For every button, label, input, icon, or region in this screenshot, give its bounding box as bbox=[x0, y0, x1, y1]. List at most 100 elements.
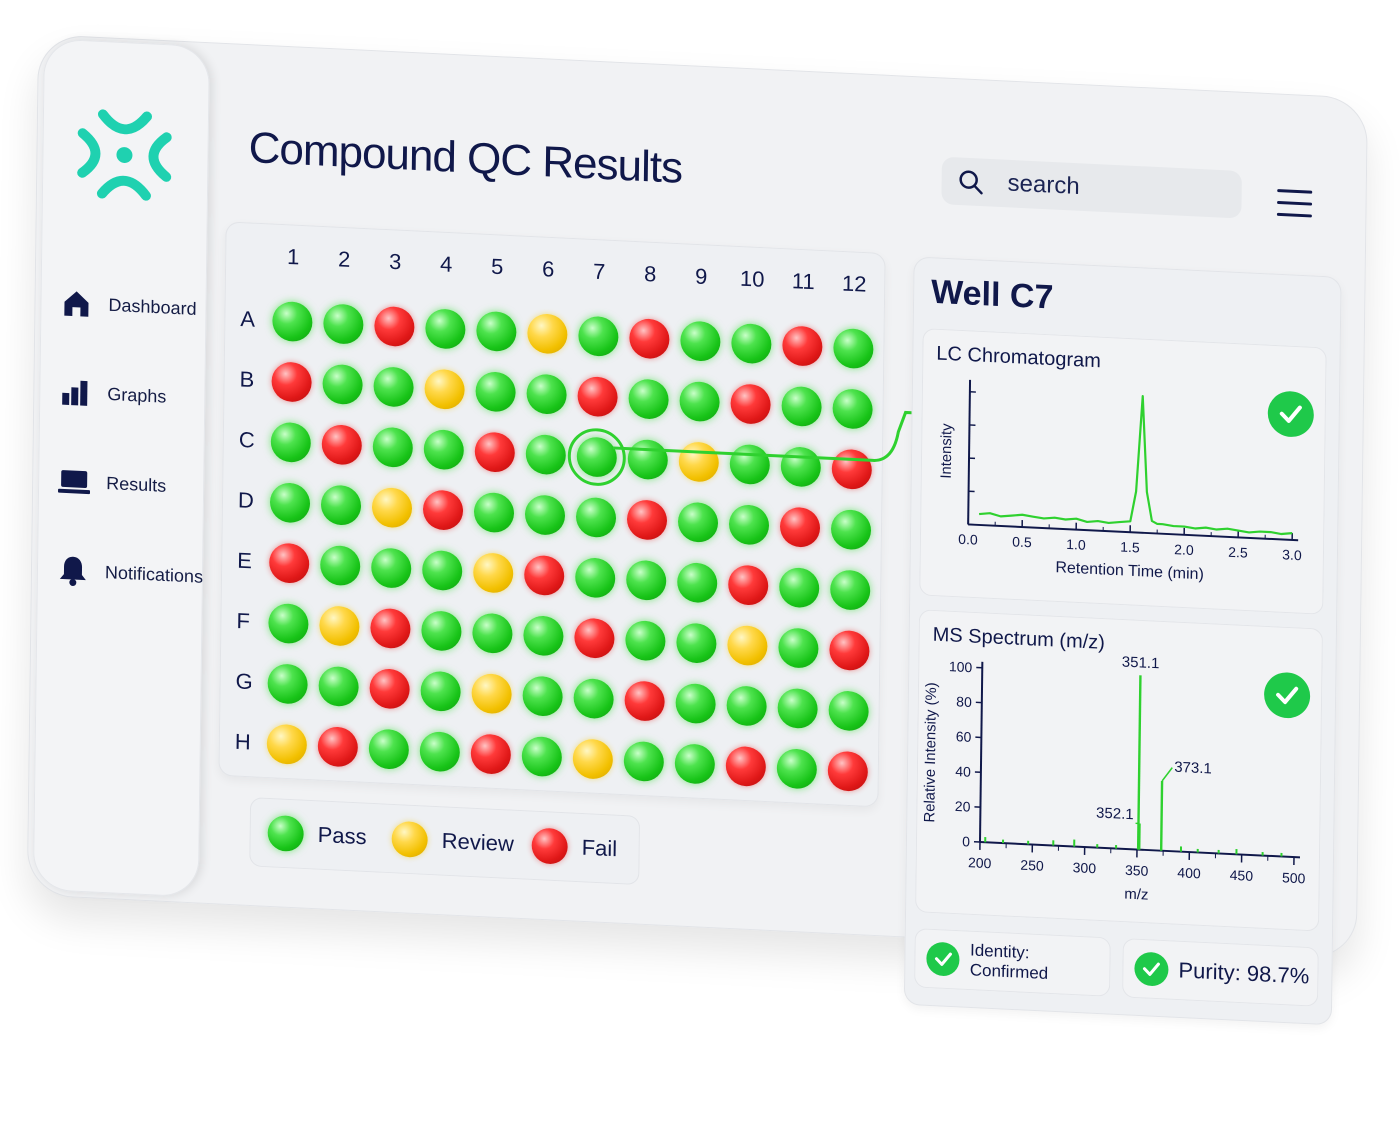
well-A6[interactable] bbox=[527, 313, 568, 355]
well-G10[interactable] bbox=[726, 685, 767, 727]
well-C4[interactable] bbox=[424, 429, 465, 471]
well-G6[interactable] bbox=[522, 675, 563, 717]
well-H1[interactable] bbox=[267, 724, 308, 766]
search-input[interactable]: search bbox=[1007, 170, 1079, 201]
well-G5[interactable] bbox=[471, 673, 512, 715]
well-D11[interactable] bbox=[780, 506, 821, 548]
well-B10[interactable] bbox=[730, 383, 771, 425]
well-B1[interactable] bbox=[271, 361, 312, 403]
well-G2[interactable] bbox=[318, 666, 359, 708]
well-A1[interactable] bbox=[272, 301, 313, 343]
well-G9[interactable] bbox=[675, 683, 716, 725]
well-F4[interactable] bbox=[421, 610, 462, 652]
well-E10[interactable] bbox=[728, 564, 769, 606]
well-E5[interactable] bbox=[473, 552, 514, 594]
well-G8[interactable] bbox=[624, 680, 665, 722]
well-D10[interactable] bbox=[729, 504, 770, 546]
well-E2[interactable] bbox=[320, 545, 361, 587]
well-H10[interactable] bbox=[726, 746, 767, 788]
well-C11[interactable] bbox=[781, 446, 822, 488]
well-H3[interactable] bbox=[369, 728, 410, 770]
well-D2[interactable] bbox=[321, 484, 362, 526]
well-C6[interactable] bbox=[526, 434, 567, 476]
well-A4[interactable] bbox=[425, 308, 466, 350]
well-E4[interactable] bbox=[422, 550, 463, 592]
well-F2[interactable] bbox=[319, 605, 360, 647]
well-F8[interactable] bbox=[625, 620, 666, 662]
well-C7[interactable] bbox=[577, 436, 618, 478]
well-B3[interactable] bbox=[373, 366, 414, 408]
well-E7[interactable] bbox=[575, 557, 616, 599]
well-G11[interactable] bbox=[777, 688, 818, 730]
well-D4[interactable] bbox=[423, 489, 464, 531]
well-A10[interactable] bbox=[731, 323, 772, 365]
well-F7[interactable] bbox=[574, 617, 615, 659]
well-C5[interactable] bbox=[475, 431, 516, 473]
well-H11[interactable] bbox=[777, 748, 818, 790]
well-E6[interactable] bbox=[524, 555, 565, 597]
well-D5[interactable] bbox=[474, 492, 515, 534]
well-A8[interactable] bbox=[629, 318, 670, 360]
well-B4[interactable] bbox=[424, 369, 465, 411]
well-H2[interactable] bbox=[318, 726, 359, 768]
well-F1[interactable] bbox=[268, 603, 309, 645]
well-C12[interactable] bbox=[832, 449, 873, 491]
well-E12[interactable] bbox=[830, 569, 871, 611]
well-B12[interactable] bbox=[832, 388, 873, 430]
well-A11[interactable] bbox=[782, 325, 823, 367]
well-C1[interactable] bbox=[271, 422, 312, 464]
well-G1[interactable] bbox=[267, 663, 308, 705]
well-H7[interactable] bbox=[573, 738, 614, 780]
sidebar-item-graphs[interactable]: Graphs bbox=[59, 376, 166, 413]
well-F11[interactable] bbox=[778, 627, 819, 669]
well-B5[interactable] bbox=[475, 371, 516, 413]
well-C10[interactable] bbox=[730, 444, 771, 486]
well-H4[interactable] bbox=[420, 731, 461, 773]
sidebar-item-notifications[interactable]: Notifications bbox=[57, 554, 203, 593]
well-B2[interactable] bbox=[322, 364, 363, 406]
well-A3[interactable] bbox=[374, 306, 415, 348]
well-B9[interactable] bbox=[679, 381, 720, 423]
sidebar-item-results[interactable]: Results bbox=[58, 465, 166, 502]
well-D6[interactable] bbox=[525, 494, 566, 536]
well-F3[interactable] bbox=[370, 608, 411, 650]
well-G12[interactable] bbox=[828, 690, 869, 732]
hamburger-menu-icon[interactable] bbox=[1276, 187, 1312, 220]
well-B8[interactable] bbox=[628, 378, 669, 420]
well-E8[interactable] bbox=[626, 560, 667, 602]
well-C2[interactable] bbox=[322, 424, 363, 466]
well-C3[interactable] bbox=[373, 427, 414, 469]
well-B6[interactable] bbox=[526, 373, 567, 415]
well-C9[interactable] bbox=[679, 441, 720, 483]
well-G4[interactable] bbox=[420, 671, 461, 713]
well-B7[interactable] bbox=[577, 376, 618, 418]
well-B11[interactable] bbox=[781, 386, 822, 428]
well-A12[interactable] bbox=[833, 328, 874, 370]
well-D1[interactable] bbox=[270, 482, 311, 524]
well-F12[interactable] bbox=[829, 630, 870, 672]
well-G7[interactable] bbox=[573, 678, 614, 720]
well-G3[interactable] bbox=[369, 668, 410, 710]
well-D8[interactable] bbox=[627, 499, 668, 541]
well-H9[interactable] bbox=[675, 743, 716, 785]
well-A2[interactable] bbox=[323, 303, 364, 345]
well-F10[interactable] bbox=[727, 625, 768, 667]
well-H6[interactable] bbox=[522, 736, 563, 778]
well-F9[interactable] bbox=[676, 622, 717, 664]
well-D7[interactable] bbox=[576, 497, 617, 539]
well-A7[interactable] bbox=[578, 316, 619, 358]
well-E11[interactable] bbox=[779, 567, 820, 609]
well-D9[interactable] bbox=[678, 502, 719, 544]
well-A5[interactable] bbox=[476, 311, 517, 353]
well-E3[interactable] bbox=[371, 547, 412, 589]
well-E9[interactable] bbox=[677, 562, 718, 604]
well-E1[interactable] bbox=[269, 542, 310, 584]
well-D3[interactable] bbox=[372, 487, 413, 529]
well-D12[interactable] bbox=[831, 509, 872, 551]
well-F5[interactable] bbox=[472, 613, 513, 655]
well-H12[interactable] bbox=[828, 751, 869, 793]
well-H8[interactable] bbox=[624, 741, 665, 783]
sidebar-item-dashboard[interactable]: Dashboard bbox=[60, 287, 196, 325]
well-C8[interactable] bbox=[628, 439, 669, 481]
well-F6[interactable] bbox=[523, 615, 564, 657]
